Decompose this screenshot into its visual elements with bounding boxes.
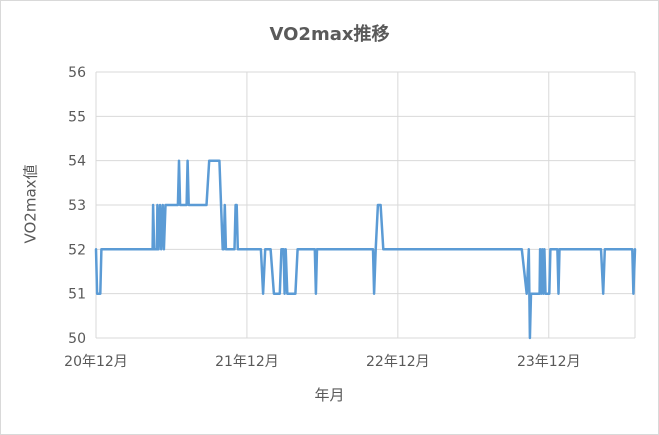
- x-tick-label: 23年12月: [517, 354, 581, 370]
- y-tick-label: 56: [68, 65, 86, 81]
- series-line: [94, 159, 637, 340]
- chart-title: VO2max推移: [269, 24, 390, 45]
- x-tick-label: 22年12月: [366, 354, 430, 370]
- y-tick-label: 55: [68, 109, 86, 125]
- y-tick-label: 53: [68, 198, 86, 214]
- x-tick-label: 20年12月: [64, 354, 128, 370]
- y-tick-label: 50: [68, 331, 86, 347]
- x-tick-label: 21年12月: [215, 354, 279, 370]
- y-tick-label: 52: [68, 242, 86, 258]
- y-tick-label: 51: [68, 287, 86, 303]
- x-axis-label: 年月: [314, 386, 345, 404]
- y-tick-label: 54: [68, 154, 86, 170]
